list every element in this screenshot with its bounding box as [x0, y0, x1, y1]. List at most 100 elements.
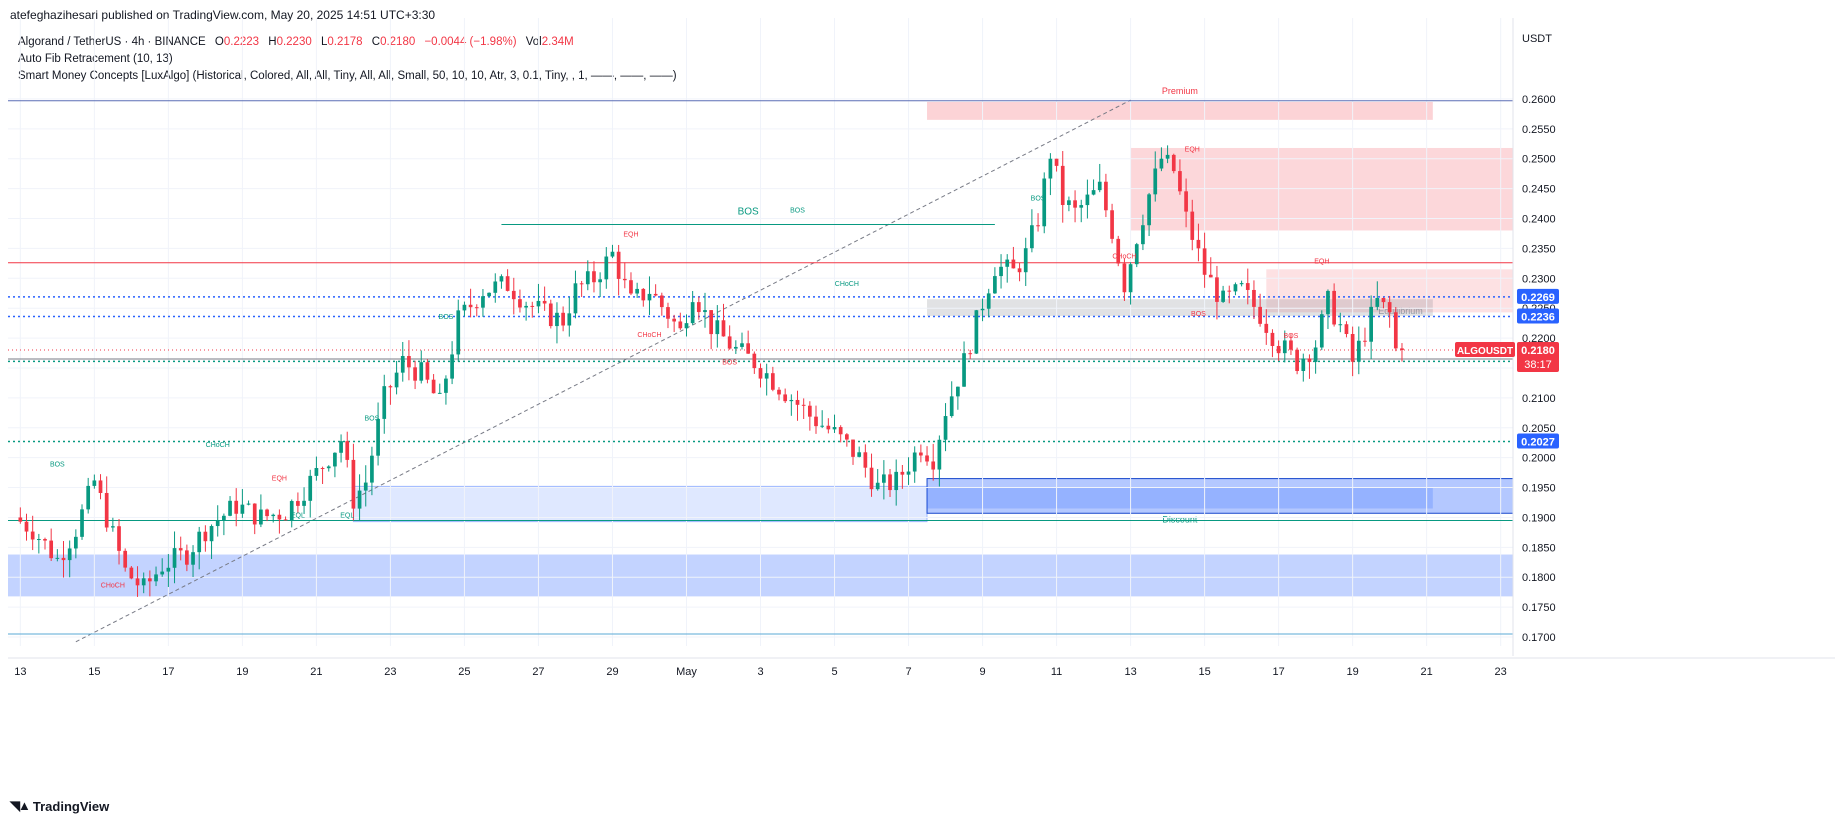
candle — [993, 276, 997, 294]
candle — [801, 404, 806, 406]
candle — [172, 548, 177, 568]
y-tick-label: 0.1800 — [1522, 572, 1556, 584]
candle — [1054, 158, 1059, 166]
candle — [363, 482, 368, 491]
candle — [1153, 168, 1158, 195]
structure-label: CHoCH — [206, 442, 230, 449]
publisher-line: atefeghazihesari published on TradingVie… — [10, 8, 436, 22]
candle — [1190, 211, 1195, 240]
candle — [956, 386, 960, 397]
candle — [888, 474, 892, 491]
legend-volume-label: Vol — [525, 36, 542, 48]
candle — [400, 356, 405, 373]
legend-symbol: Algorand / TetherUS · 4h · BINANCE — [18, 36, 206, 48]
candle — [1215, 277, 1219, 302]
price-badge-label: 0.2027 — [1521, 437, 1555, 449]
structure-label: BOS — [365, 416, 380, 423]
candle — [715, 320, 720, 335]
x-tick-label: 11 — [1051, 666, 1062, 678]
candle — [382, 386, 387, 419]
x-tick-label: 19 — [236, 666, 248, 678]
candle — [431, 379, 436, 394]
candle — [493, 281, 498, 293]
candle — [468, 304, 473, 308]
candle — [252, 503, 257, 525]
candle — [203, 531, 208, 542]
candle — [215, 520, 220, 527]
candle — [937, 439, 942, 470]
candle — [154, 574, 158, 582]
y-tick-label: 0.1850 — [1522, 542, 1556, 554]
tradingview-icon: ◥▲ — [10, 798, 31, 813]
legend-low-label: L — [320, 36, 328, 48]
candle — [585, 271, 590, 285]
legend-close-label: C — [371, 36, 381, 48]
candle — [740, 343, 744, 347]
structure-label: BOS — [790, 208, 805, 215]
candle — [542, 300, 547, 304]
x-tick-label: 13 — [1124, 666, 1136, 678]
candle — [1042, 178, 1047, 227]
candle — [783, 394, 788, 402]
candle — [518, 299, 522, 308]
structure-label: CHoCH — [101, 582, 125, 589]
x-tick-label: 17 — [162, 666, 174, 678]
candle — [980, 308, 985, 311]
candle — [1079, 205, 1084, 208]
candle — [1104, 181, 1108, 211]
candle — [135, 578, 140, 586]
candle — [653, 293, 658, 296]
candle — [1141, 225, 1145, 245]
legend-ohlc-row[interactable]: Algorand / TetherUS · 4h · BINANCE O0.22… — [18, 34, 677, 51]
candle — [1393, 312, 1398, 349]
candle — [24, 521, 29, 532]
candle — [80, 509, 84, 537]
legend-indicator-smc[interactable]: Smart Money Concepts [LuxAlgo] (Historic… — [18, 70, 677, 82]
symbol-badge-label: ALGOUSDT — [1457, 346, 1513, 357]
x-tick-label: 15 — [88, 666, 100, 678]
candle — [1282, 340, 1287, 354]
candle — [1245, 283, 1250, 290]
candle — [1400, 348, 1404, 351]
price-badge-label: 0.2236 — [1521, 312, 1555, 324]
candle — [1011, 259, 1016, 269]
candle — [1363, 340, 1367, 342]
tradingview-logo[interactable]: ◥▲ TradingView — [10, 798, 109, 814]
candle — [709, 310, 714, 335]
equilibrium-zone — [927, 299, 1433, 316]
candle — [536, 300, 541, 307]
candle — [320, 468, 325, 470]
candle — [690, 302, 695, 324]
structure-label: EQL — [340, 512, 354, 519]
candle — [345, 441, 350, 460]
x-tick-label: 21 — [1421, 666, 1433, 678]
price-chart[interactable]: Premium Equilibrium Discount BOS BOS CHoCH C… — [0, 0, 1835, 795]
candle — [943, 416, 948, 440]
candle — [505, 276, 510, 291]
candle — [764, 373, 769, 379]
structure-label: BOS — [50, 462, 65, 469]
candle — [1017, 268, 1022, 273]
price-badge — [1517, 433, 1559, 449]
candle — [36, 539, 41, 541]
price-badge — [1517, 308, 1559, 324]
candle — [314, 468, 319, 476]
candle — [141, 578, 146, 586]
candle — [419, 362, 424, 381]
candle — [703, 310, 707, 313]
candle — [721, 320, 726, 337]
premium-zone — [927, 101, 1433, 120]
candle — [1258, 306, 1262, 324]
levels-layer: BOS — [8, 99, 1513, 643]
candle — [246, 503, 251, 505]
candle — [1264, 323, 1269, 333]
axes-layer: USDT 0.2600 0.2550 0.2500 0.2450 0.2400 0.2350… — [8, 18, 1835, 678]
candle — [672, 318, 676, 322]
legend-indicator-fib[interactable]: Auto Fib Retracement (10, 13) — [18, 53, 173, 65]
x-tick-label: 21 — [310, 666, 322, 678]
candle — [1289, 340, 1293, 350]
structure-label: EQH — [1314, 258, 1329, 265]
candle — [1091, 190, 1096, 195]
y-tick-label: 0.2500 — [1522, 154, 1556, 166]
candle — [1387, 302, 1392, 313]
